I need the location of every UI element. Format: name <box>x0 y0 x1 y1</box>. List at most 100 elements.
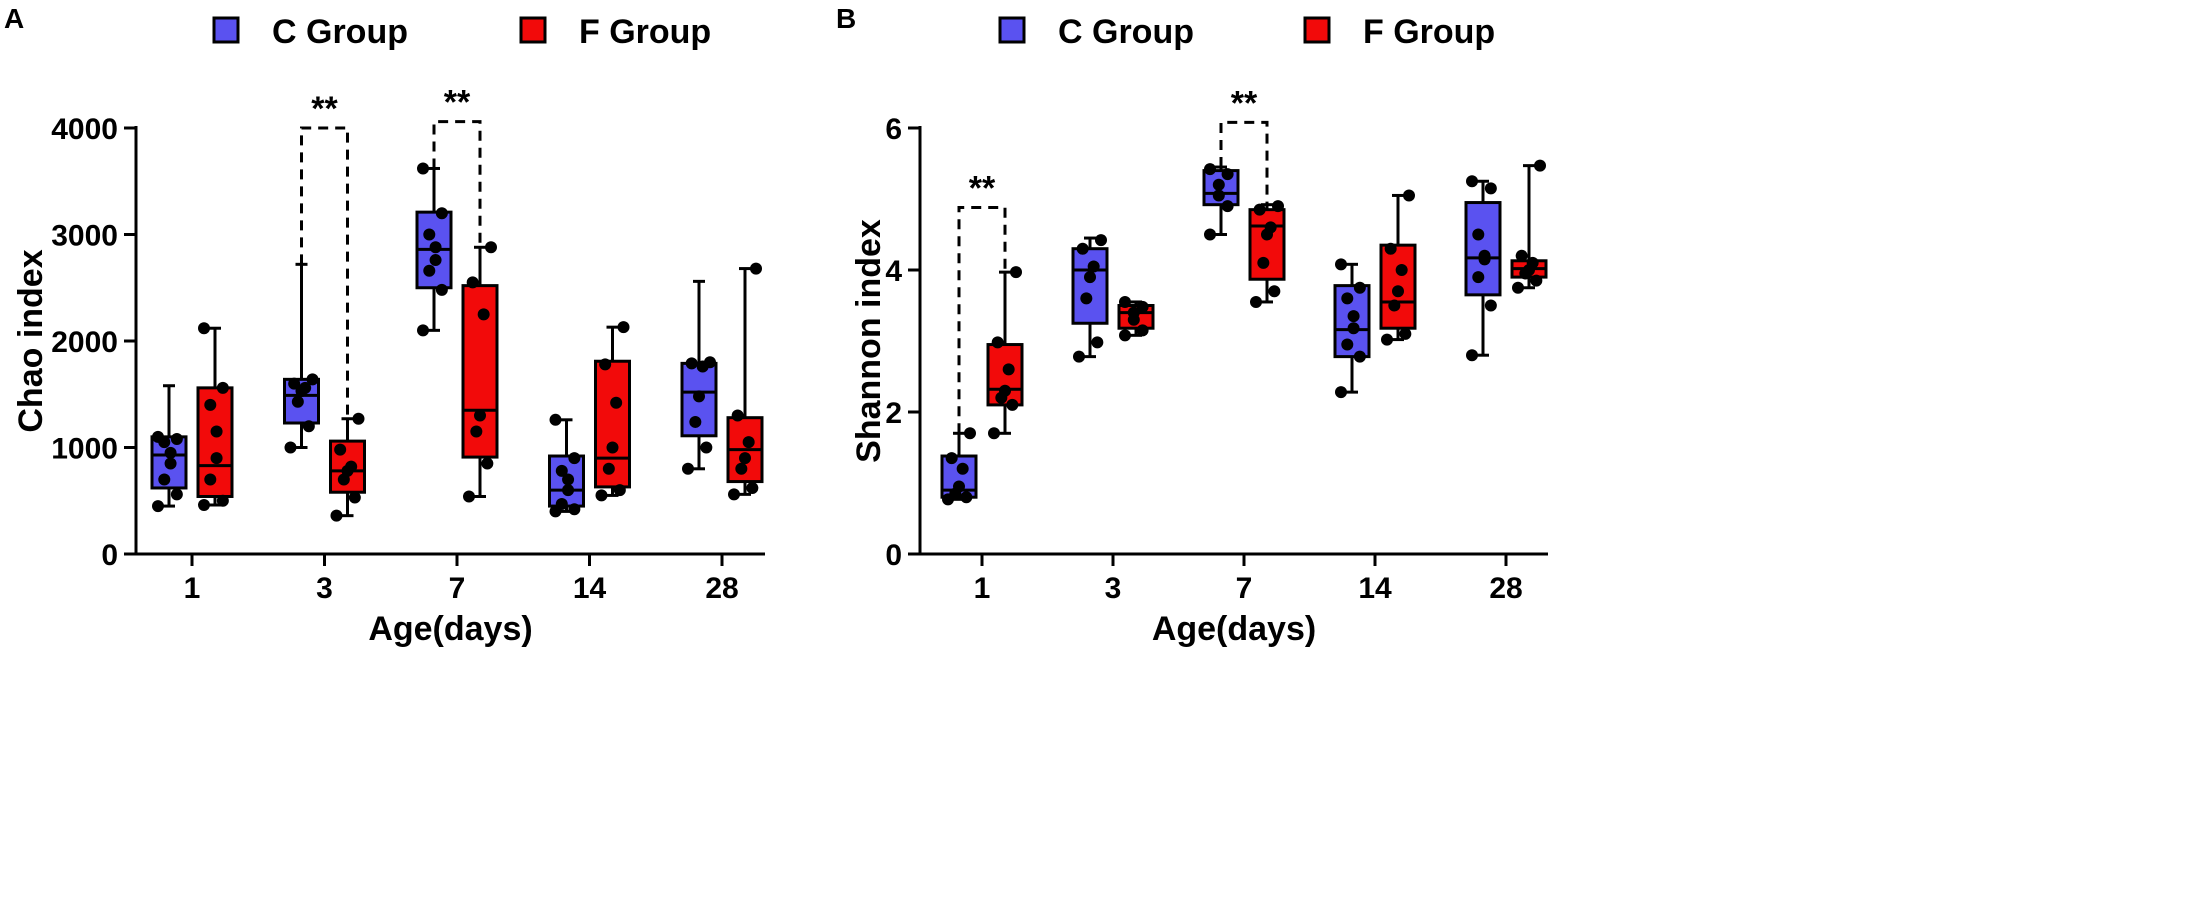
data-point-c-group-1 <box>164 457 177 470</box>
data-point-f-group-7 <box>1257 256 1270 269</box>
data-point-c-group-3 <box>1073 350 1085 363</box>
significance-label: ** <box>444 84 471 122</box>
data-point-f-group-28 <box>1526 256 1539 269</box>
data-point-c-group-28 <box>693 390 705 403</box>
data-point-f-group-14 <box>1388 299 1401 312</box>
data-point-c-group-7 <box>429 241 442 254</box>
data-point-f-group-14 <box>595 489 608 502</box>
data-point-c-group-14 <box>562 473 575 486</box>
data-point-c-group-14 <box>568 503 581 516</box>
data-point-c-group-7 <box>417 324 429 337</box>
box-f-group-7 <box>1248 208 1286 281</box>
y-tick-label: 3000 <box>51 220 118 253</box>
y-axis-title: Chao index <box>12 249 50 432</box>
data-point-f-group-1 <box>210 452 223 465</box>
legend-swatch-f-group <box>519 16 547 44</box>
data-point-f-group-28 <box>742 436 755 449</box>
data-point-c-group-7 <box>1212 178 1225 191</box>
y-axis-title: Shannon index <box>850 219 888 463</box>
data-point-f-group-14 <box>613 484 626 497</box>
significance-label: ** <box>311 90 338 128</box>
legend-label-c-group: C Group <box>272 13 408 51</box>
data-point-f-group-7 <box>474 409 486 422</box>
data-point-f-group-7 <box>477 308 490 321</box>
legend-label-c-group: C Group <box>1058 13 1194 51</box>
legend-swatch-c-group <box>212 16 240 44</box>
data-point-f-group-28 <box>1515 249 1528 262</box>
data-point-f-group-1 <box>1006 398 1019 411</box>
data-point-c-group-28 <box>689 415 702 428</box>
data-point-f-group-1 <box>198 322 210 335</box>
data-point-f-group-28 <box>728 488 740 501</box>
data-point-f-group-14 <box>602 462 615 475</box>
data-point-f-group-28 <box>739 452 751 465</box>
legend-swatch-c-group <box>998 16 1026 44</box>
data-point-f-group-14 <box>606 441 619 454</box>
legend-label-f-group: F Group <box>579 13 711 51</box>
data-point-f-group-1 <box>216 381 229 394</box>
data-point-c-group-7 <box>423 264 436 277</box>
data-point-f-group-28 <box>731 409 744 422</box>
data-point-c-group-1 <box>956 462 969 475</box>
data-point-f-group-28 <box>735 462 748 475</box>
data-point-c-group-7 <box>423 228 436 241</box>
data-point-c-group-3 <box>299 381 312 394</box>
x-tick-label: 7 <box>1236 572 1253 605</box>
data-point-c-group-28 <box>1472 271 1485 284</box>
x-tick-label: 3 <box>1105 572 1122 605</box>
data-point-c-group-3 <box>288 377 301 390</box>
x-tick-label: 1 <box>184 572 201 605</box>
data-point-c-group-14 <box>1341 338 1354 351</box>
data-point-f-group-7 <box>463 490 475 503</box>
y-tick-label: 4000 <box>51 113 118 146</box>
x-tick-label: 7 <box>449 572 466 605</box>
data-point-c-group-28 <box>1466 175 1478 188</box>
data-point-f-group-3 <box>334 443 347 456</box>
data-point-f-group-1 <box>991 336 1004 349</box>
y-tick-label: 2000 <box>51 326 118 359</box>
data-point-c-group-3 <box>306 373 319 386</box>
data-point-f-group-1 <box>216 494 229 507</box>
data-point-f-group-7 <box>1272 200 1284 213</box>
data-point-c-group-14 <box>562 484 575 497</box>
legend-swatch-f-group <box>1303 16 1331 44</box>
data-point-c-group-28 <box>700 441 713 454</box>
data-point-f-group-7 <box>485 241 497 254</box>
data-point-c-group-1 <box>152 500 164 513</box>
data-point-c-group-14 <box>568 452 581 465</box>
data-point-c-group-1 <box>945 452 958 465</box>
data-point-c-group-1 <box>960 491 973 504</box>
data-point-c-group-3 <box>1076 242 1089 255</box>
data-point-f-group-3 <box>1119 295 1131 308</box>
legend-label-f-group: F Group <box>1363 13 1495 51</box>
x-tick-label: 28 <box>1489 572 1522 605</box>
data-point-c-group-28 <box>1484 299 1497 312</box>
significance-bracket <box>432 120 482 248</box>
data-point-f-group-3 <box>330 509 343 522</box>
data-point-c-group-7 <box>435 207 448 220</box>
data-point-c-group-3 <box>1091 336 1104 349</box>
significance-label: ** <box>1231 84 1258 122</box>
data-point-f-group-1 <box>1010 266 1022 279</box>
data-point-c-group-28 <box>1484 182 1497 195</box>
x-tick-label: 28 <box>705 572 738 605</box>
data-point-f-group-14 <box>599 358 612 371</box>
x-axis-title: Age(days) <box>1152 610 1316 648</box>
x-tick-label: 14 <box>573 572 607 605</box>
data-point-c-group-14 <box>1335 386 1347 399</box>
data-point-f-group-3 <box>1119 329 1131 342</box>
x-tick-label: 14 <box>1358 572 1392 605</box>
data-point-f-group-28 <box>1530 274 1543 287</box>
data-point-c-group-14 <box>1353 350 1366 363</box>
data-point-f-group-7 <box>1253 203 1266 216</box>
data-point-c-group-7 <box>1221 168 1234 181</box>
data-point-f-group-3 <box>345 460 358 473</box>
data-point-f-group-7 <box>1264 221 1277 234</box>
data-point-f-group-1 <box>204 473 217 486</box>
data-point-c-group-7 <box>1221 200 1234 213</box>
x-tick-label: 3 <box>316 572 333 605</box>
data-point-c-group-28 <box>1466 349 1478 362</box>
data-point-f-group-14 <box>1403 189 1415 202</box>
data-point-f-group-14 <box>610 396 623 409</box>
data-point-c-group-3 <box>302 420 315 433</box>
